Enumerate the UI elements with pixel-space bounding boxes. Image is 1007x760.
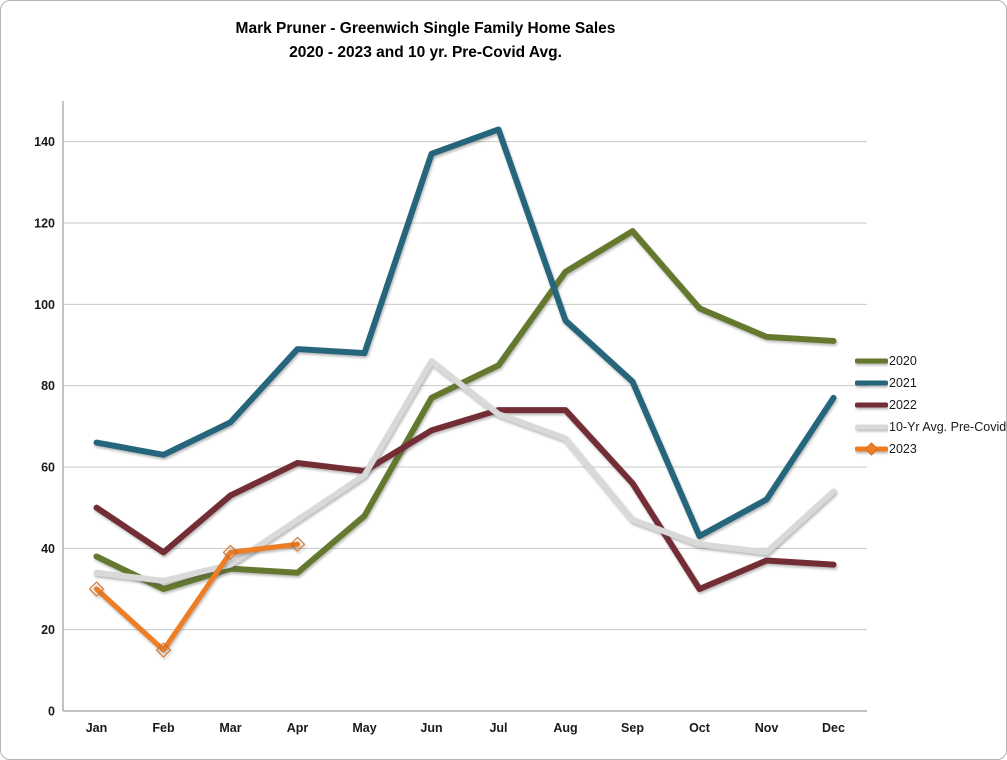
legend-swatch — [855, 402, 888, 408]
legend-item: 2021 — [855, 372, 1006, 394]
legend-label: 2020 — [889, 354, 917, 368]
data-point-marker — [89, 581, 104, 597]
y-tick-label: 140 — [34, 135, 55, 149]
y-tick-label: 0 — [48, 705, 55, 719]
y-tick-label: 100 — [34, 298, 55, 312]
x-tick-label: Nov — [755, 721, 779, 735]
legend-label: 2022 — [889, 398, 917, 412]
x-tick-label: Sep — [621, 721, 644, 735]
y-tick-label: 80 — [41, 379, 55, 393]
x-tick-label: Jul — [489, 721, 507, 735]
legend-item: 2020 — [855, 350, 1006, 372]
chart-title-line2: 2020 - 2023 and 10 yr. Pre-Covid Avg. — [289, 44, 562, 61]
data-point-marker — [290, 536, 305, 552]
x-tick-label: Apr — [287, 721, 309, 735]
x-tick-label: Mar — [219, 721, 241, 735]
x-tick-label: Jun — [420, 721, 442, 735]
y-tick-label: 40 — [41, 542, 55, 556]
legend-marker-diamond-icon — [864, 442, 879, 456]
legend-swatch — [855, 358, 888, 364]
legend-swatch — [855, 442, 888, 456]
legend-label: 10-Yr Avg. Pre-Covid — [889, 420, 1007, 434]
data-point-marker — [156, 642, 171, 658]
data-point-marker — [223, 544, 238, 560]
x-tick-label: Feb — [152, 721, 175, 735]
chart-title-line1: Mark Pruner - Greenwich Single Family Ho… — [235, 20, 616, 37]
legend-item: 2022 — [855, 394, 1006, 416]
series-line-2022 — [93, 407, 837, 592]
y-tick-label: 60 — [41, 461, 55, 475]
legend-item: 10-Yr Avg. Pre-Covid — [855, 416, 1006, 438]
legend-label: 2023 — [889, 442, 917, 456]
legend: 2020 2021 2022 10-Yr Avg. Pre-Covid 2023 — [855, 350, 1006, 460]
x-tick-label: May — [352, 721, 376, 735]
legend-item: 2023 — [855, 438, 1006, 460]
y-tick-label: 120 — [34, 217, 55, 231]
legend-swatch — [855, 380, 888, 386]
legend-label: 2021 — [889, 376, 917, 390]
series-line-2021 — [93, 126, 837, 540]
y-tick-label: 20 — [41, 623, 55, 637]
x-tick-label: Jan — [86, 721, 108, 735]
x-tick-label: Oct — [689, 721, 711, 735]
series-line-2020 — [93, 228, 837, 592]
x-tick-label: Aug — [553, 721, 577, 735]
legend-swatch — [855, 424, 888, 430]
chart-title: Mark Pruner - Greenwich Single Family Ho… — [63, 17, 788, 65]
series-line-2023 — [94, 541, 300, 653]
x-tick-label: Dec — [822, 721, 845, 735]
